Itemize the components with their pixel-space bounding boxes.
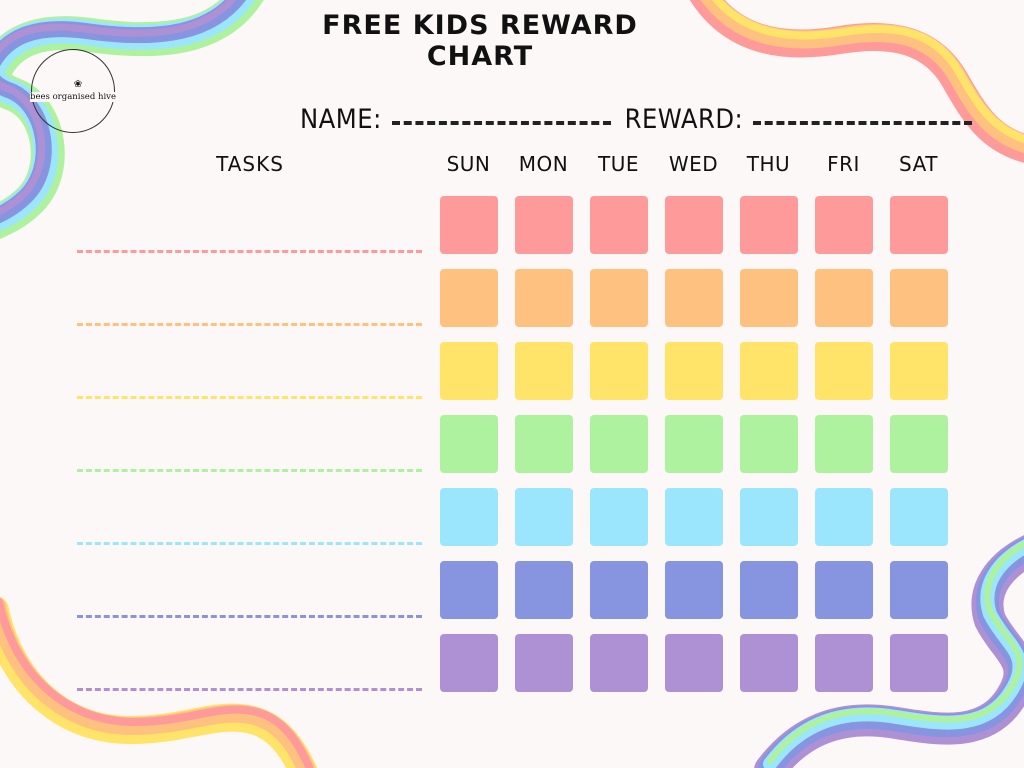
reward-cell[interactable] xyxy=(515,488,573,546)
reward-cell[interactable] xyxy=(815,415,873,473)
day-headers: Sun Mon Tue Wed Thu Fri Sat xyxy=(431,152,956,176)
reward-cell[interactable] xyxy=(890,196,948,254)
task-line-5[interactable] xyxy=(77,542,422,545)
reward-cell[interactable] xyxy=(440,342,498,400)
brand-name: bees organised hive xyxy=(30,92,117,102)
reward-cell[interactable] xyxy=(890,634,948,692)
reward-cell[interactable] xyxy=(815,196,873,254)
reward-cell[interactable] xyxy=(665,415,723,473)
reward-cell[interactable] xyxy=(740,269,798,327)
reward-cell[interactable] xyxy=(890,342,948,400)
reward-cell[interactable] xyxy=(590,561,648,619)
reward-cell[interactable] xyxy=(890,415,948,473)
grid-row xyxy=(440,561,965,634)
day-tue: Tue xyxy=(598,152,639,176)
reward-cell[interactable] xyxy=(590,634,648,692)
reward-cell[interactable] xyxy=(665,342,723,400)
reward-cell[interactable] xyxy=(440,269,498,327)
name-label: Name: xyxy=(300,104,382,135)
task-line-3[interactable] xyxy=(77,396,422,399)
reward-cell[interactable] xyxy=(665,196,723,254)
reward-cell[interactable] xyxy=(665,488,723,546)
reward-cell[interactable] xyxy=(740,342,798,400)
reward-cell[interactable] xyxy=(440,196,498,254)
task-line-2[interactable] xyxy=(77,323,422,326)
task-line-7[interactable] xyxy=(77,688,422,691)
reward-grid xyxy=(440,196,965,707)
page-title: Free Kids Reward Chart xyxy=(322,10,638,72)
tasks-header: Tasks xyxy=(216,152,284,176)
brand-logo: ❀ bees organised hive xyxy=(30,49,117,133)
reward-cell[interactable] xyxy=(740,634,798,692)
grid-row xyxy=(440,196,965,269)
reward-cell[interactable] xyxy=(440,634,498,692)
reward-cell[interactable] xyxy=(515,415,573,473)
name-field[interactable] xyxy=(391,121,611,125)
grid-row xyxy=(440,342,965,415)
reward-cell[interactable] xyxy=(815,342,873,400)
reward-cell[interactable] xyxy=(440,561,498,619)
task-line-1[interactable] xyxy=(77,250,422,253)
grid-row xyxy=(440,488,965,561)
day-fri: Fri xyxy=(827,152,860,176)
reward-cell[interactable] xyxy=(665,561,723,619)
day-sat: Sat xyxy=(899,152,938,176)
reward-field[interactable] xyxy=(753,121,972,125)
reward-cell[interactable] xyxy=(590,342,648,400)
day-sun: Sun xyxy=(446,152,491,176)
reward-cell[interactable] xyxy=(440,415,498,473)
reward-cell[interactable] xyxy=(890,561,948,619)
task-line-4[interactable] xyxy=(77,469,422,472)
reward-cell[interactable] xyxy=(740,561,798,619)
reward-cell[interactable] xyxy=(515,196,573,254)
task-line-6[interactable] xyxy=(77,615,422,618)
reward-cell[interactable] xyxy=(590,196,648,254)
day-thu: Thu xyxy=(746,152,791,176)
grid-row xyxy=(440,634,965,707)
reward-cell[interactable] xyxy=(590,269,648,327)
reward-cell[interactable] xyxy=(815,634,873,692)
bee-icon: ❀ xyxy=(73,79,83,90)
reward-cell[interactable] xyxy=(815,561,873,619)
reward-cell[interactable] xyxy=(740,488,798,546)
reward-cell[interactable] xyxy=(590,415,648,473)
reward-cell[interactable] xyxy=(890,269,948,327)
reward-cell[interactable] xyxy=(665,634,723,692)
reward-cell[interactable] xyxy=(740,196,798,254)
reward-cell[interactable] xyxy=(515,269,573,327)
header-fields: Name: Reward: xyxy=(300,104,986,135)
day-wed: Wed xyxy=(668,152,719,176)
reward-cell[interactable] xyxy=(515,634,573,692)
reward-cell[interactable] xyxy=(515,342,573,400)
grid-row xyxy=(440,269,965,342)
rainbow-bottom-left-icon xyxy=(0,597,318,768)
reward-cell[interactable] xyxy=(440,488,498,546)
reward-cell[interactable] xyxy=(890,488,948,546)
grid-row xyxy=(440,415,965,488)
reward-cell[interactable] xyxy=(515,561,573,619)
reward-cell[interactable] xyxy=(590,488,648,546)
reward-cell[interactable] xyxy=(665,269,723,327)
reward-cell[interactable] xyxy=(815,269,873,327)
reward-cell[interactable] xyxy=(815,488,873,546)
reward-cell[interactable] xyxy=(740,415,798,473)
reward-label: Reward: xyxy=(624,104,744,135)
day-mon: Mon xyxy=(518,152,569,176)
